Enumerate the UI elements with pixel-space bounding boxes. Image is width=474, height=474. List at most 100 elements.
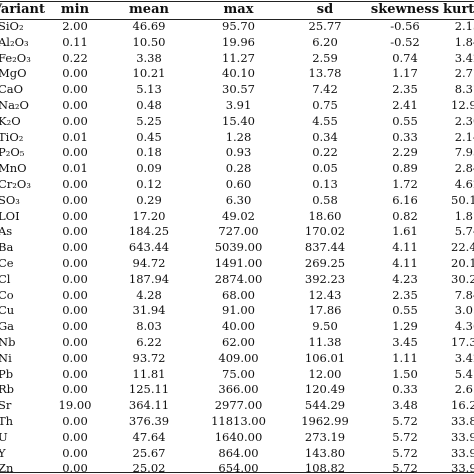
- sd-cell: 4.55: [312, 113, 338, 128]
- min-cell: 0.00: [62, 382, 88, 397]
- kurtosis-cell: 3.42: [454, 50, 474, 65]
- mean-cell: 25.02: [132, 461, 166, 474]
- sd-cell: 9.50: [312, 319, 338, 334]
- sd-cell: 544.29: [304, 398, 346, 413]
- kurtosis-cell: 17.34: [451, 334, 474, 349]
- variant-cell: As: [0, 224, 13, 239]
- header-variant: Variant: [0, 2, 45, 17]
- table-row: Ga 0.00 8.03 40.00 9.50 1.29 4.36: [0, 319, 474, 335]
- skewness-cell: 5.72: [392, 461, 418, 474]
- sd-cell: 11.38: [308, 334, 342, 349]
- table-row: As 0.00 184.25 727.00 170.02 1.61 5.74: [0, 224, 474, 240]
- skewness-cell: 1.11: [392, 350, 418, 365]
- max-cell: 1491.00: [214, 255, 263, 270]
- min-cell: 0.00: [62, 319, 88, 334]
- kurtosis-cell: 1.87: [454, 208, 474, 223]
- variant-cell: Ni: [0, 350, 12, 365]
- kurtosis-cell: 2.84: [454, 161, 474, 176]
- skewness-cell: 3.45: [392, 334, 418, 349]
- sd-cell: 143.80: [304, 445, 346, 460]
- kurtosis-cell: 5.74: [454, 224, 474, 239]
- kurtosis-cell: 7.84: [454, 287, 474, 302]
- mean-cell: 47.64: [132, 429, 166, 444]
- table-header: Variant min mean max sd skewness kurtosi…: [0, 1, 474, 19]
- min-cell: 0.00: [62, 334, 88, 349]
- max-cell: 5039.00: [214, 240, 263, 255]
- table-row: K₂O 0.00 5.25 15.40 4.55 0.55 2.30: [0, 114, 474, 130]
- min-cell: 0.00: [62, 66, 88, 81]
- variant-cell: K₂O: [0, 113, 21, 128]
- variant-cell: Al₂O₃: [0, 34, 29, 49]
- mean-cell: 25.67: [132, 445, 166, 460]
- table-row: Ni 0.00 93.72 409.00 106.01 1.11 3.42: [0, 351, 474, 367]
- sd-cell: 6.20: [312, 34, 338, 49]
- mean-cell: 5.13: [136, 82, 162, 97]
- mean-cell: 0.18: [136, 145, 162, 160]
- kurtosis-cell: 1.84: [454, 34, 474, 49]
- kurtosis-cell: 33.90: [451, 461, 474, 474]
- skewness-cell: 3.48: [392, 398, 418, 413]
- min-cell: 0.00: [62, 413, 88, 428]
- mean-cell: 0.12: [136, 176, 162, 191]
- mean-cell: 17.20: [132, 208, 166, 223]
- skewness-cell: 5.72: [392, 413, 418, 428]
- max-cell: 366.00: [218, 382, 259, 397]
- variant-cell: Cl: [0, 271, 11, 286]
- mean-cell: 0.48: [136, 97, 162, 112]
- skewness-cell: 5.72: [392, 429, 418, 444]
- mean-cell: 0.29: [136, 192, 162, 207]
- skewness-cell: 0.89: [392, 161, 418, 176]
- table-row: Fe₂O₃ 0.22 3.38 11.27 2.59 0.74 3.42: [0, 51, 474, 67]
- skewness-cell: 0.74: [392, 50, 418, 65]
- skewness-cell: 1.72: [392, 176, 418, 191]
- skewness-cell: 1.17: [392, 66, 418, 81]
- table-row: MnO 0.01 0.09 0.28 0.05 0.89 2.84: [0, 161, 474, 177]
- header-mean: mean: [129, 2, 169, 17]
- sd-cell: 7.42: [312, 82, 338, 97]
- max-cell: 40.10: [222, 66, 255, 81]
- variant-cell: U: [0, 429, 8, 444]
- sd-cell: 17.86: [308, 303, 342, 318]
- min-cell: 0.00: [62, 445, 88, 460]
- skewness-cell: 0.33: [392, 129, 418, 144]
- kurtosis-cell: 8.37: [454, 82, 474, 97]
- sd-cell: 392.23: [304, 271, 346, 286]
- mean-cell: 643.44: [128, 240, 170, 255]
- min-cell: 0.00: [62, 366, 88, 381]
- mean-cell: 0.09: [136, 161, 162, 176]
- mean-cell: 187.94: [128, 271, 170, 286]
- sd-cell: 18.60: [308, 208, 342, 223]
- max-cell: 3.91: [225, 97, 252, 112]
- max-cell: 68.00: [222, 287, 255, 302]
- variant-cell: Co: [0, 287, 14, 302]
- variant-cell: Ba: [0, 240, 14, 255]
- skewness-cell: 1.50: [392, 366, 418, 381]
- table-row: Cr₂O₃ 0.00 0.12 0.60 0.13 1.72 4.62: [0, 177, 474, 193]
- kurtosis-cell: 12.90: [451, 97, 474, 112]
- skewness-cell: 1.29: [392, 319, 418, 334]
- min-cell: 0.00: [62, 208, 88, 223]
- table-row: MgO 0.00 10.21 40.10 13.78 1.17 2.77: [0, 66, 474, 82]
- max-cell: 0.93: [225, 145, 252, 160]
- min-cell: 19.00: [58, 398, 92, 413]
- mean-cell: 11.81: [132, 366, 166, 381]
- mean-cell: 184.25: [128, 224, 170, 239]
- skewness-cell: 5.72: [392, 445, 418, 460]
- kurtosis-cell: 3.05: [454, 303, 474, 318]
- sd-cell: 108.82: [304, 461, 346, 474]
- mean-cell: 10.21: [132, 66, 166, 81]
- table-row: P₂O₅ 0.00 0.18 0.93 0.22 2.29 7.93: [0, 145, 474, 161]
- sd-cell: 0.58: [312, 192, 338, 207]
- skewness-cell: 0.33: [392, 382, 418, 397]
- skewness-cell: 2.35: [392, 287, 418, 302]
- min-cell: 0.00: [62, 255, 88, 270]
- mean-cell: 46.69: [132, 19, 166, 33]
- mean-cell: 93.72: [132, 350, 166, 365]
- min-cell: 0.00: [62, 176, 88, 191]
- skewness-cell: 4.23: [392, 271, 418, 286]
- kurtosis-cell: 2.65: [454, 382, 474, 397]
- kurtosis-cell: 3.42: [454, 350, 474, 365]
- min-cell: 2.00: [62, 19, 88, 33]
